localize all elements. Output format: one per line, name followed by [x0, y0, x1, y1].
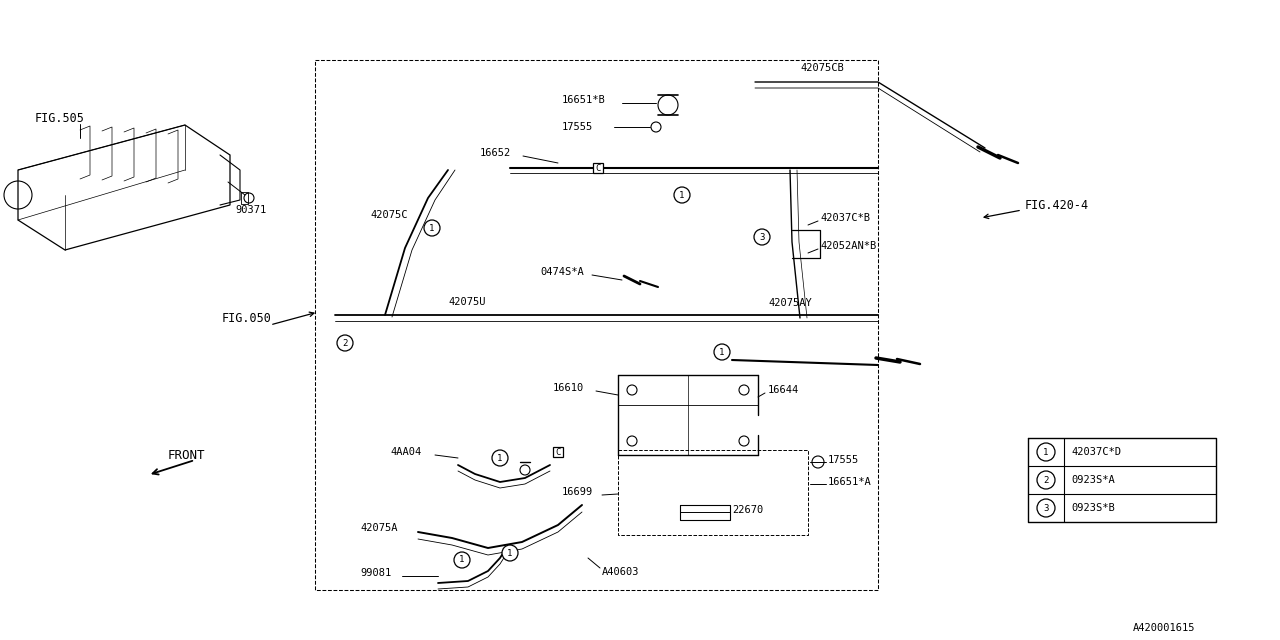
Text: A420001615: A420001615	[1133, 623, 1196, 633]
Text: 42037C*D: 42037C*D	[1071, 447, 1121, 457]
Circle shape	[1037, 499, 1055, 517]
Bar	[593, 163, 603, 173]
Text: FIG.050: FIG.050	[221, 312, 271, 324]
Circle shape	[1037, 443, 1055, 461]
Text: 16651*B: 16651*B	[562, 95, 605, 105]
Text: 16699: 16699	[562, 487, 593, 497]
Text: 1: 1	[498, 454, 503, 463]
Text: 0923S*B: 0923S*B	[1071, 503, 1115, 513]
Text: 2: 2	[342, 339, 348, 348]
Text: 1: 1	[460, 556, 465, 564]
Text: 16652: 16652	[480, 148, 511, 158]
Text: 1: 1	[1043, 447, 1048, 456]
Circle shape	[337, 335, 353, 351]
Circle shape	[754, 229, 771, 245]
Text: 90371: 90371	[236, 205, 266, 215]
Circle shape	[714, 344, 730, 360]
Text: 22670: 22670	[732, 505, 763, 515]
Text: 16644: 16644	[768, 385, 799, 395]
Text: 4AA04: 4AA04	[390, 447, 421, 457]
Circle shape	[492, 450, 508, 466]
Circle shape	[502, 545, 518, 561]
Circle shape	[424, 220, 440, 236]
Text: 1: 1	[680, 191, 685, 200]
Text: 17555: 17555	[562, 122, 593, 132]
Text: C: C	[556, 447, 561, 456]
Text: FRONT: FRONT	[168, 449, 206, 461]
Bar	[553, 447, 563, 457]
Text: 42075C: 42075C	[370, 210, 407, 220]
Text: 99081: 99081	[360, 568, 392, 578]
Text: FIG.505: FIG.505	[35, 111, 84, 125]
Text: 42052AN*B: 42052AN*B	[820, 241, 877, 251]
Text: 0474S*A: 0474S*A	[540, 267, 584, 277]
Text: 42075U: 42075U	[448, 297, 485, 307]
Circle shape	[454, 552, 470, 568]
Text: 42037C*B: 42037C*B	[820, 213, 870, 223]
Text: 3: 3	[759, 232, 764, 241]
Text: 42075CB: 42075CB	[800, 63, 844, 73]
Text: 17555: 17555	[828, 455, 859, 465]
Text: C: C	[595, 163, 600, 173]
Text: 3: 3	[1043, 504, 1048, 513]
Text: 42075A: 42075A	[360, 523, 398, 533]
Text: A40603: A40603	[602, 567, 640, 577]
Text: 1: 1	[429, 223, 435, 232]
Text: 16651*A: 16651*A	[828, 477, 872, 487]
Text: 2: 2	[1043, 476, 1048, 484]
Text: 16610: 16610	[553, 383, 584, 393]
Text: FIG.420-4: FIG.420-4	[1025, 198, 1089, 211]
Text: 1: 1	[507, 548, 513, 557]
Circle shape	[675, 187, 690, 203]
Circle shape	[1037, 471, 1055, 489]
Text: 42075AY: 42075AY	[768, 298, 812, 308]
Text: 0923S*A: 0923S*A	[1071, 475, 1115, 485]
Text: 1: 1	[719, 348, 724, 356]
